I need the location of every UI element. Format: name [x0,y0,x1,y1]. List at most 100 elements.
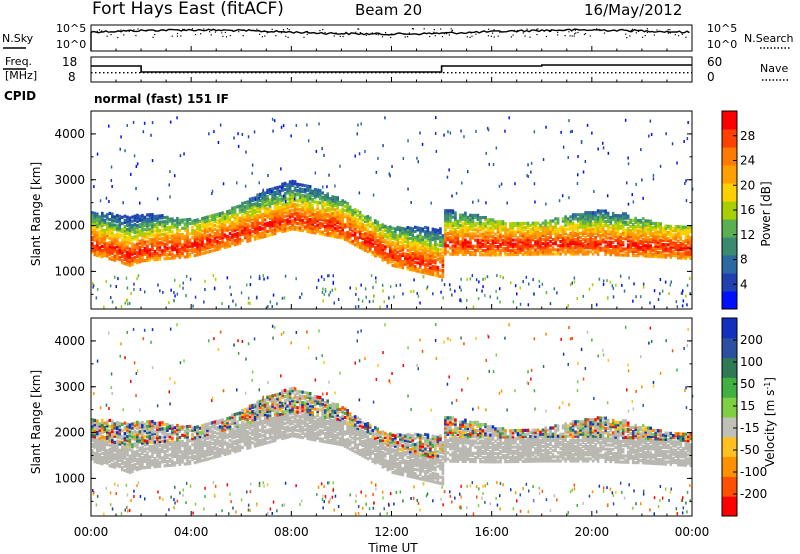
power-cell [96,245,99,249]
power-cell [514,248,517,252]
power-cell [466,230,470,234]
power-cell [158,245,162,249]
n-search-point [685,36,687,38]
power-cell [136,234,139,238]
n-search-point [529,36,531,38]
power-cell [156,245,159,249]
power-cell [521,240,525,244]
power-cell [343,223,347,227]
power-cell [301,198,304,202]
power-cell [586,240,590,244]
power-cell [228,227,232,232]
n-search-point [471,35,473,37]
power-cell [182,281,184,285]
power-cell [636,252,640,256]
power-cell [151,248,154,252]
power-cell [546,242,550,246]
power-cell [426,257,430,261]
velocity-cell [111,425,114,429]
power-cell [436,274,440,278]
power-cell [128,226,132,230]
power-cell [171,242,174,246]
power-cell [358,223,362,227]
power-cell [669,249,673,253]
power-cell [455,191,458,195]
power-cell [311,216,314,220]
power-cell [549,248,552,252]
power-cell [409,251,412,255]
velocity-cell [118,448,122,452]
power-cell [641,252,645,256]
power-cell [602,141,604,145]
power-cell [636,229,640,233]
power-cell [554,248,557,252]
power-cell [324,287,327,291]
power-cell [126,244,129,248]
power-cell [156,222,159,226]
power-cell [566,221,570,225]
power-cell [136,217,139,221]
power-cell [303,213,307,217]
power-cell [226,214,229,218]
power-cell [439,243,442,247]
power-cell [421,248,425,252]
power-cell [168,225,172,229]
power-cell [624,247,627,251]
power-cell [206,246,209,250]
freq-series [91,64,692,73]
power-cell [318,209,322,213]
power-cell [464,215,467,219]
power-cell [233,214,237,218]
power-cell [591,242,595,246]
power-cell [138,258,142,262]
power-cell [348,232,352,236]
power-cell [482,285,484,289]
power-cell [229,285,231,289]
power-cell [133,247,137,251]
power-cell [621,222,625,226]
power-cell [649,119,652,123]
power-cell [561,227,565,231]
power-cell [684,248,688,252]
power-cell [111,229,114,233]
power-cell [589,223,592,227]
n-search-point [565,29,567,31]
power-cell [231,229,234,233]
power-cell [489,253,492,257]
power-cell [146,252,149,256]
power-cell [326,233,329,237]
power-cell [524,232,527,236]
power-cell [439,256,442,260]
power-cell [96,287,99,291]
power-cell [519,286,521,290]
velocity-cell [108,425,112,429]
power-cell [409,265,412,269]
power-cell [461,250,465,254]
velocity-cell [133,462,137,466]
power-cell [534,248,537,252]
power-cell [143,250,147,254]
power-cell [146,240,149,244]
power-cell [394,229,397,233]
power-cell [331,195,334,199]
power-cell [419,270,422,274]
power-cell [679,225,683,229]
power-cell [544,223,547,227]
power-cell [601,248,605,252]
power-cell [218,240,222,245]
power-cell [92,282,94,285]
power-cell [101,211,104,215]
power-cell [321,205,324,210]
power-cell [148,213,152,217]
power-cell [526,223,530,227]
power-cell [273,215,277,219]
power-cell [604,232,607,236]
n-search-point [599,30,601,32]
power-cell [108,236,112,240]
power-cell [584,211,587,215]
velocity-cell [121,449,124,453]
power-cell [589,219,592,223]
power-cell [113,258,117,262]
power-cell [371,238,375,242]
power-cell [313,229,317,233]
